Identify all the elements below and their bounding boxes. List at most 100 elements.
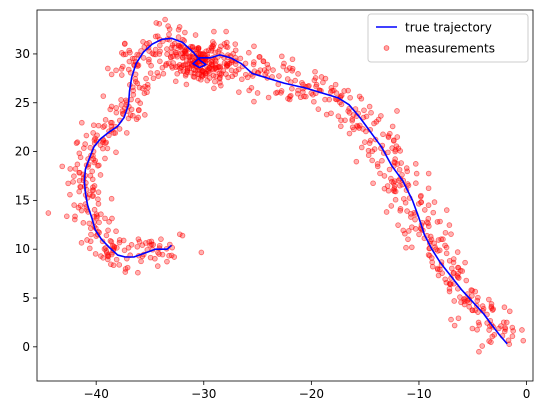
measurement-point <box>394 108 400 114</box>
measurement-point <box>425 170 432 177</box>
measurement-point <box>176 44 183 50</box>
measurement-point <box>378 113 384 119</box>
measurement-point <box>351 126 357 133</box>
measurement-point <box>509 333 516 340</box>
measurement-point <box>396 166 403 173</box>
measurement-point <box>345 87 351 94</box>
measurement-point <box>91 206 98 213</box>
x-tick-label: −20 <box>299 387 324 401</box>
measurement-point <box>462 259 468 266</box>
measurement-point <box>140 55 147 61</box>
measurement-point <box>72 166 79 172</box>
measurement-point <box>475 309 481 315</box>
x-tick-label: −30 <box>191 387 216 401</box>
measurement-point <box>367 137 374 144</box>
measurement-point <box>113 109 120 116</box>
measurement-point <box>118 102 125 108</box>
measurement-point <box>289 65 296 72</box>
x-tick-label: 0 <box>523 387 531 401</box>
measurement-point <box>331 87 337 94</box>
measurement-point <box>256 54 263 60</box>
measurement-point <box>95 196 101 202</box>
measurement-point <box>501 304 508 311</box>
measurement-point <box>113 256 120 263</box>
measurement-point <box>412 161 419 167</box>
measurement-point <box>142 240 149 246</box>
measurement-point <box>295 71 301 77</box>
measurement-point <box>150 75 157 82</box>
measurement-point <box>244 74 251 81</box>
measurement-point <box>390 137 397 144</box>
measurement-point <box>373 119 380 125</box>
measurement-point <box>287 93 293 100</box>
measurement-point <box>223 28 229 35</box>
measurement-point <box>354 123 361 130</box>
measurement-point <box>435 248 441 254</box>
measurement-point <box>475 319 482 326</box>
measurement-point <box>475 294 481 301</box>
measurement-point <box>408 214 414 220</box>
measurement-point <box>320 79 326 86</box>
measurement-point <box>281 60 287 67</box>
measurement-point <box>225 74 231 81</box>
measurement-point <box>388 203 395 209</box>
measurement-point <box>405 228 412 234</box>
measurement-point <box>157 58 163 65</box>
measurement-point <box>469 307 476 314</box>
measurement-point <box>123 130 130 136</box>
measurement-point <box>154 69 161 76</box>
y-tick-label: 10 <box>15 242 30 256</box>
measurement-point <box>211 85 217 92</box>
legend-box <box>367 13 529 63</box>
measurement-point <box>179 55 186 61</box>
measurement-point <box>119 108 126 114</box>
measurement-point <box>176 231 183 238</box>
measurement-point <box>472 288 479 295</box>
measurement-point <box>368 109 374 116</box>
measurement-point <box>397 182 403 189</box>
measurement-point <box>70 179 76 185</box>
measurement-point <box>67 166 74 172</box>
measurement-point <box>104 145 111 152</box>
measurement-point <box>196 71 203 78</box>
measurement-point <box>360 114 367 121</box>
measurement-point <box>455 264 462 271</box>
measurement-point <box>486 296 492 303</box>
measurement-point <box>425 202 432 209</box>
measurement-point <box>377 170 383 177</box>
measurement-point <box>175 34 182 40</box>
measurement-point <box>446 222 453 228</box>
measurement-point <box>400 227 407 234</box>
measurement-point <box>476 348 482 355</box>
measurement-point <box>366 103 373 110</box>
measurement-point <box>130 87 137 94</box>
measurement-point <box>480 305 487 312</box>
measurement-point <box>474 326 480 333</box>
measurement-point <box>439 270 446 276</box>
measurement-point <box>107 106 114 113</box>
measurement-point <box>90 130 96 136</box>
measurement-point <box>76 177 83 184</box>
y-tick-label: 25 <box>15 96 30 110</box>
measurement-point <box>118 97 124 103</box>
measurement-point <box>90 187 97 194</box>
measurement-point <box>110 262 117 269</box>
measurement-point <box>96 162 102 169</box>
measurement-point <box>392 156 398 162</box>
measurement-point <box>164 51 170 57</box>
measurement-point <box>116 237 123 243</box>
measurement-point <box>86 191 93 198</box>
measurement-point <box>174 49 180 56</box>
measurement-point <box>449 265 455 272</box>
measurement-point <box>388 175 394 182</box>
y-tick-label: 15 <box>15 193 30 207</box>
measurement-point <box>332 81 339 88</box>
measurement-point <box>251 98 257 105</box>
measurement-point <box>166 26 173 32</box>
measurement-point <box>147 70 154 76</box>
measurement-point <box>97 172 104 178</box>
measurement-point <box>160 70 167 77</box>
measurement-point <box>315 106 322 112</box>
measurement-point <box>122 269 129 275</box>
measurement-point <box>251 43 257 50</box>
